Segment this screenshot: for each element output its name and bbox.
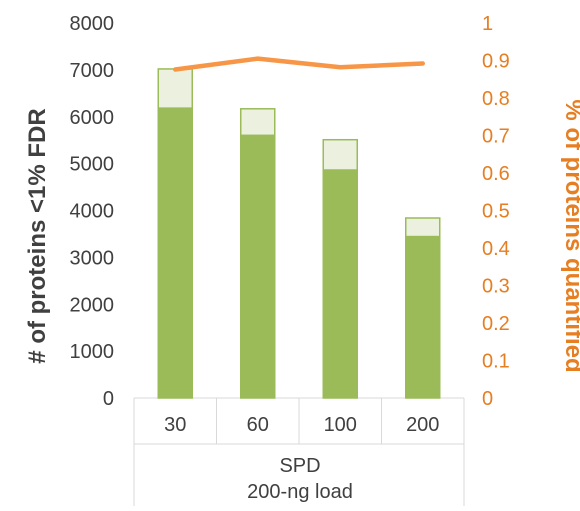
y-tick-label-left: 3000 <box>70 247 115 269</box>
y-tick-label-right: 0.2 <box>482 313 510 335</box>
y-tick-label-right: 0.3 <box>482 276 510 298</box>
x-tick-label: 100 <box>324 414 357 436</box>
x-axis-ticks: 30 60 100 200 <box>164 414 439 436</box>
y-tick-label-right: 0.8 <box>482 88 510 110</box>
y-tick-label-left: 5000 <box>70 154 115 176</box>
y-tick-label-right: 0.9 <box>482 51 510 73</box>
bar-quantified <box>240 134 275 398</box>
quantified-fraction-line <box>173 56 425 72</box>
y-tick-label-right: 1 <box>482 13 493 35</box>
bars <box>157 68 441 399</box>
bar-quantified <box>323 169 358 398</box>
y-tick-label-right: 0.6 <box>482 163 510 185</box>
x-tick-label: 60 <box>247 414 269 436</box>
y-axis-label-left: # of proteins <1% FDR <box>24 108 51 363</box>
bar-quantified <box>405 235 440 398</box>
y-tick-label-left: 4000 <box>70 201 115 223</box>
bar-quantified <box>158 107 193 398</box>
y-tick-label-right: 0.5 <box>482 201 510 223</box>
y-tick-label-right: 0.4 <box>482 238 510 260</box>
y-tick-label-left: 8000 <box>70 13 115 35</box>
y-tick-label-left: 2000 <box>70 294 115 316</box>
x-axis-label-line1: SPD <box>279 455 320 477</box>
line-series <box>173 56 425 72</box>
x-tick-label: 30 <box>164 414 186 436</box>
y-axis-label-right: % of proteins quantified <box>560 99 580 372</box>
x-tick-label: 200 <box>406 414 439 436</box>
left-axis-ticks: 0 1000 2000 3000 4000 5000 6000 7000 8000 <box>70 13 115 410</box>
x-axis-label-line2: 200-ng load <box>247 481 353 503</box>
right-axis-ticks: 0 0.1 0.2 0.3 0.4 0.5 0.6 0.7 0.8 0.9 1 <box>482 13 510 410</box>
y-tick-label-left: 1000 <box>70 341 115 363</box>
y-tick-label-left: 6000 <box>70 107 115 129</box>
y-tick-label-right: 0 <box>482 388 493 410</box>
y-tick-label-right: 0.1 <box>482 351 510 373</box>
y-tick-label-left: 7000 <box>70 60 115 82</box>
y-tick-label-left: 0 <box>103 388 114 410</box>
y-tick-label-right: 0.7 <box>482 126 510 148</box>
